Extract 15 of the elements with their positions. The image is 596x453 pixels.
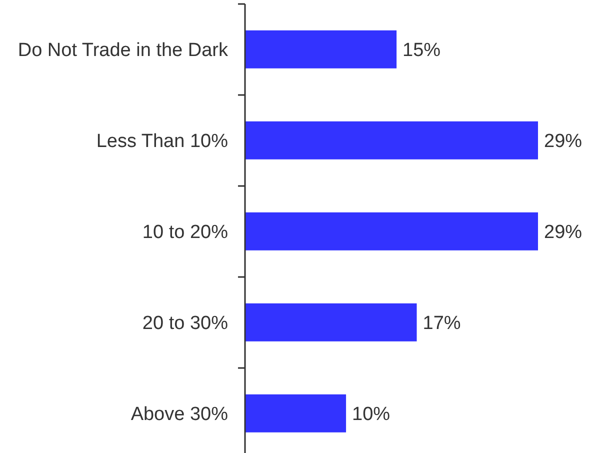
bar <box>245 30 397 68</box>
data-label: 15% <box>402 40 441 62</box>
y-tick-label: 20 to 30% <box>142 313 228 334</box>
bar <box>245 303 417 342</box>
y-tick-label: Do Not Trade in the Dark <box>18 40 228 62</box>
y-tick-label: Above 30% <box>130 404 228 426</box>
data-label: 29% <box>544 222 582 244</box>
bar <box>245 394 346 432</box>
y-tick-label: Less Than 10% <box>96 131 228 152</box>
bar <box>245 121 538 160</box>
data-label: 10% <box>352 404 390 426</box>
y-tick-label: 10 to 20% <box>142 222 228 244</box>
data-label: 17% <box>422 313 461 334</box>
bar <box>245 212 538 250</box>
data-label: 29% <box>544 131 582 152</box>
